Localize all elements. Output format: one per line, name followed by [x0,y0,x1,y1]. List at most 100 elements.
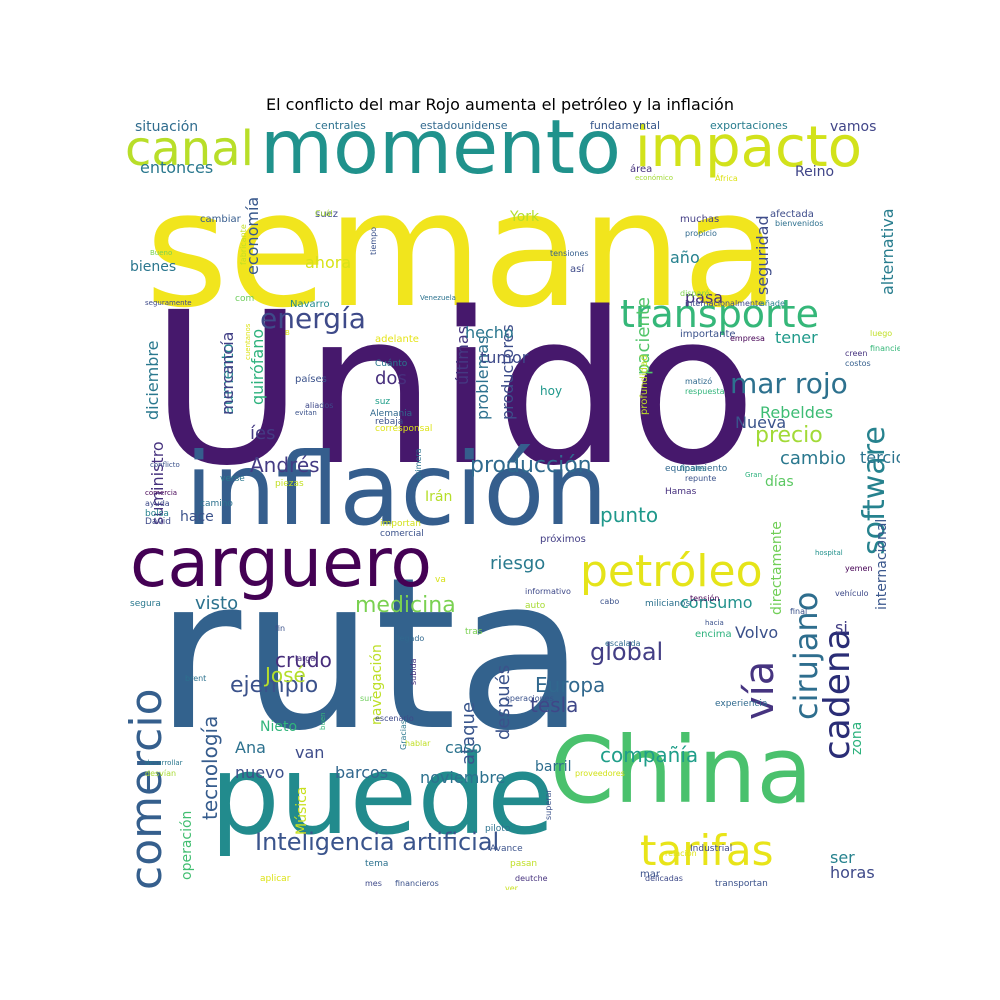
word-7: China [550,717,813,824]
word-54: directamente [769,521,785,615]
word-4: puede [210,731,555,859]
word-75: vamos [830,120,877,135]
word-66: Nueva [735,413,787,432]
word-37: consumo [680,593,753,612]
word-59: tumor [480,348,529,367]
word-15: tarifas [640,826,774,875]
word-153: próximos [540,534,586,545]
word-155: yemen [845,564,873,573]
word-123: creen [845,349,868,358]
word-60: hecho [465,323,514,342]
word-163: tensión [690,594,720,603]
word-84: barril [535,759,572,775]
word-10: transporte [620,292,819,336]
word-161: cabo [600,597,620,606]
word-88: zona [849,721,865,755]
word-182: piloto [485,824,511,834]
word-162: milicianos [645,599,691,609]
word-138: verse [220,474,245,484]
word-148: camino [200,499,233,509]
word-111: añade [760,299,785,308]
word-142: finales [680,464,707,473]
word-147: ayuda [145,499,170,508]
word-135: corresponsal [375,424,433,434]
word-25: tecnología [198,715,222,820]
word-143: repunte [685,474,717,483]
word-140: primera [414,448,423,481]
word-81: van [295,743,325,762]
word-6: carguero [130,524,432,603]
word-154: hospital [815,549,843,557]
word-102: África [715,174,738,183]
word-120: empresa [730,334,765,343]
word-156: va [435,575,446,585]
word-93: exportaciones [710,120,788,132]
word-61: ahora [305,253,352,272]
word-141: equipamiento [665,464,728,474]
word-149: bolsa [145,509,169,519]
word-144: Gran [745,471,763,479]
word-33: José [265,663,306,687]
word-181: proveedores [575,769,625,778]
word-97: afectada [770,209,814,220]
word-76: dos [375,368,407,389]
word-72: bienes [130,259,177,275]
word-99: propicio [685,229,717,238]
word-179: buen [319,712,327,730]
word-139: piezas [275,479,304,489]
word-87: horas [830,863,875,882]
word-78: hace [180,509,214,525]
word-168: escalada [605,639,641,648]
word-106: Bueno [150,249,173,257]
word-116: B [285,329,290,337]
word-190: mes [365,879,382,888]
word-30: crudo [275,648,332,672]
word-137: conflicto [150,461,180,469]
word-177: escenario [375,714,414,723]
word-39: visto [195,593,239,614]
word-80: Ana [235,738,266,757]
word-117: cuentanos [244,323,252,360]
word-170: fin [275,624,286,633]
word-146: comercia [145,489,178,497]
word-196: delicadas [645,874,683,883]
word-51: seguridad [753,215,772,295]
word-16: vía [737,660,783,720]
word-0: semana [145,156,781,343]
word-199: mar [640,869,660,880]
word-3: inflación [185,431,608,548]
word-40: nuevo [235,763,285,782]
word-91: estadounidense [420,120,508,132]
word-183: superar [544,789,553,820]
word-110: internacionalmente [685,299,764,308]
word-187: relación [665,849,697,858]
word-145: Hamas [665,487,697,497]
word-105: tiempo [369,226,378,255]
word-197: pasan [510,859,538,869]
word-164: final [790,607,808,616]
word-23: global [590,638,664,666]
word-45: mercancía [218,331,237,415]
word-150: David [145,517,171,527]
word-159: auto [525,601,546,611]
word-19: mar rojo [730,367,848,400]
word-152: comercial [380,529,424,539]
word-151: importan [380,519,421,529]
word-195: financieros [395,879,439,888]
word-119: importante [680,329,736,340]
page-title: El conflicto del mar Rojo aumenta el pet… [266,95,734,114]
word-56: operación [179,810,195,880]
word-124: costos [845,359,871,368]
word-53: alternativa [878,208,897,295]
word-24: Andrés [250,453,320,477]
word-122: financiera [870,344,900,353]
word-69: tercio [860,448,900,467]
word-129: respuesta [685,387,725,396]
word-42: noviembre [420,768,506,787]
word-92: fundamental [590,120,661,132]
word-174: sur [360,694,373,703]
word-160: vehículo [835,589,869,598]
word-70: Reino [795,164,835,180]
word-103: Cuál [315,209,333,218]
word-191: transportan [715,879,768,889]
